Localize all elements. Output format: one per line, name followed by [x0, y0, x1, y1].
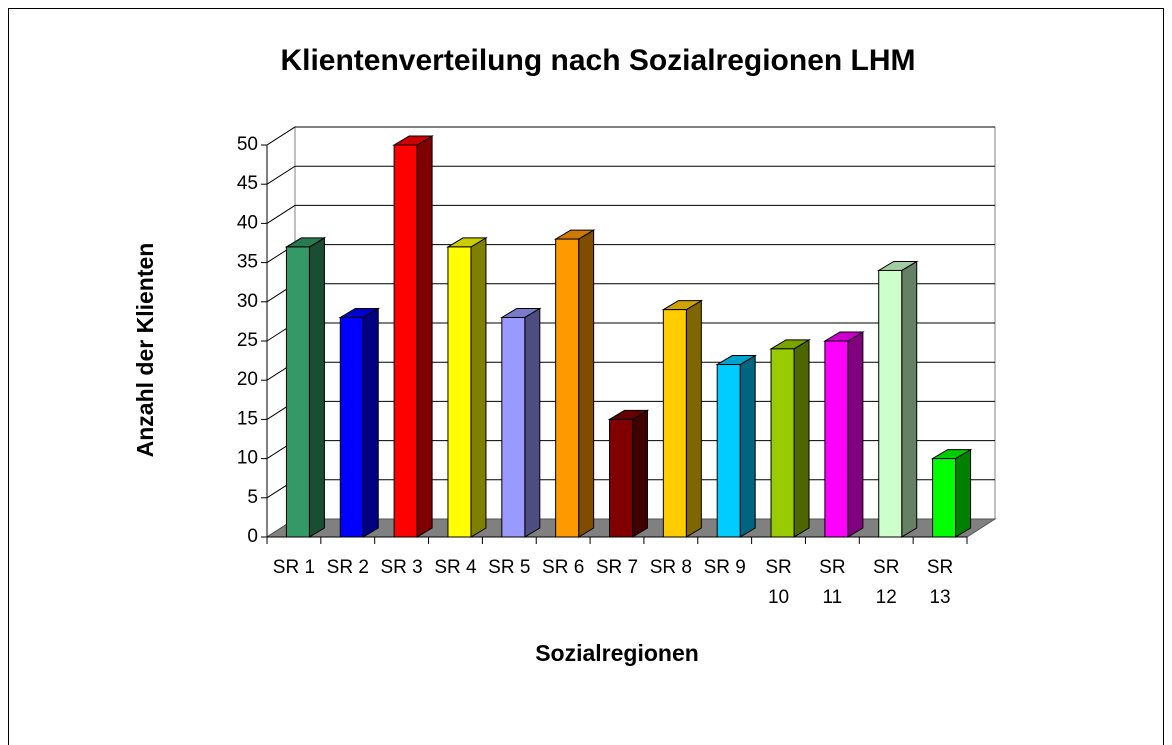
- x-tick-label: SR 13: [926, 557, 954, 608]
- x-tick-label: SR 8: [649, 557, 692, 578]
- bar-side: [308, 237, 325, 538]
- bar: [662, 309, 687, 538]
- x-tick-label: SR 3: [380, 557, 423, 578]
- y-tick-label: 15: [237, 408, 258, 429]
- bar: [716, 364, 741, 538]
- y-tick-label: 25: [237, 330, 258, 351]
- y-tick-label: 10: [237, 448, 258, 469]
- grid-line: [266, 165, 995, 185]
- x-axis-label: Sozialregionen: [535, 640, 699, 666]
- bar: [447, 246, 472, 538]
- bar-side: [739, 354, 756, 538]
- y-tick-label: 35: [237, 252, 258, 273]
- bar-side: [578, 229, 595, 538]
- bar: [339, 316, 364, 538]
- bar: [770, 348, 795, 538]
- y-tick-label: 5: [247, 487, 258, 508]
- x-tick-label: SR 5: [488, 557, 531, 578]
- bar-side: [362, 307, 379, 538]
- x-tick-label: SR 4: [434, 557, 477, 578]
- x-tick-label: SR 12: [873, 557, 900, 608]
- grid-line: [266, 204, 995, 224]
- bar: [555, 238, 580, 538]
- bar-side: [416, 135, 433, 538]
- bar: [285, 246, 310, 538]
- bar-side: [793, 338, 810, 538]
- y-tick-label: 0: [247, 526, 258, 547]
- y-tick-label: 30: [237, 291, 258, 312]
- bar: [932, 458, 957, 538]
- x-tick-label: SR 6: [542, 557, 585, 578]
- x-tick-label: SR 11: [819, 557, 846, 608]
- bar-side: [685, 299, 702, 538]
- bar-side: [955, 448, 972, 538]
- chart-title: Klientenverteilung nach Sozialregionen L…: [280, 44, 915, 77]
- x-tick-label: SR 1: [272, 557, 316, 578]
- bar: [824, 340, 849, 538]
- bar-side: [524, 307, 541, 538]
- bar-side: [901, 260, 918, 538]
- y-tick-label: 40: [237, 212, 258, 233]
- x-tick-label: SR 10: [765, 557, 792, 608]
- bar: [878, 269, 903, 538]
- bar: [393, 144, 418, 538]
- y-axis-label: Anzahl der Klienten: [132, 243, 158, 458]
- grid-line: [266, 126, 995, 146]
- bar: [501, 316, 526, 538]
- y-tick-label: 50: [237, 134, 258, 155]
- x-tick-label: SR 7: [595, 557, 639, 578]
- bar: [609, 418, 633, 538]
- bar-side: [470, 237, 487, 538]
- bar-side: [847, 331, 864, 538]
- x-tick-label: SR 2: [326, 557, 369, 578]
- y-tick-label: 20: [237, 369, 258, 390]
- y-tick-label: 45: [237, 173, 258, 194]
- x-tick-label: SR 9: [703, 557, 746, 578]
- bar-side: [632, 409, 648, 538]
